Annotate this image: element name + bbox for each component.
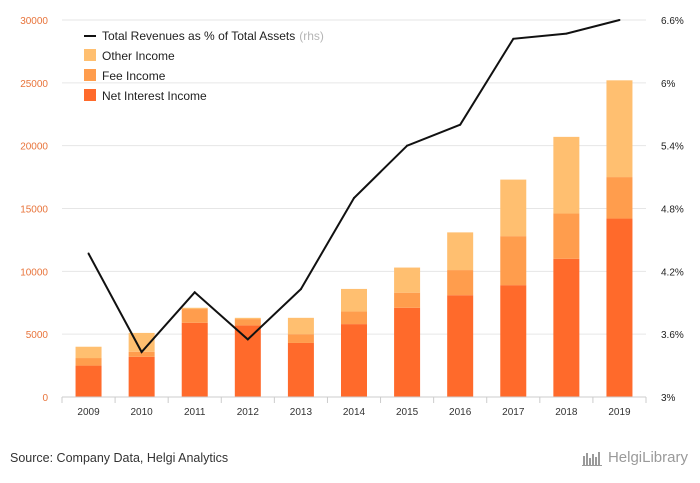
left-tick-label: 15000	[20, 205, 48, 216]
right-tick-label: 3.6%	[661, 330, 684, 341]
left-tick-label: 10000	[20, 267, 48, 278]
bar-fee-income	[500, 236, 527, 286]
bar-net-interest-income	[287, 342, 314, 397]
line-point	[299, 288, 302, 291]
bar-other-income	[234, 317, 261, 320]
x-tick-label: 2018	[555, 407, 578, 418]
bar-other-income	[128, 332, 155, 352]
bar-other-income	[500, 179, 527, 237]
bar-fee-income	[181, 309, 208, 323]
legend-swatch-other-income	[84, 49, 96, 61]
line-point	[406, 144, 409, 147]
bars	[75, 80, 633, 397]
line-point	[140, 350, 143, 353]
source-note: Source: Company Data, Helgi Analytics	[10, 451, 229, 465]
bar-fee-income	[447, 270, 474, 296]
legend-line-suffix: (rhs)	[299, 29, 324, 43]
right-tick-label: 6.6%	[661, 16, 684, 27]
bar-other-income	[181, 307, 208, 310]
x-tick-label: 2012	[237, 407, 260, 418]
line-point	[565, 32, 568, 35]
bar-other-income	[75, 346, 102, 359]
bar-other-income	[606, 80, 633, 178]
left-tick-label: 0	[42, 393, 48, 404]
x-tick-label: 2010	[131, 407, 154, 418]
bar-net-interest-income	[75, 365, 102, 397]
bar-other-income	[287, 317, 314, 335]
line-point	[459, 123, 462, 126]
bar-net-interest-income	[500, 285, 527, 397]
x-tick-label: 2011	[184, 407, 206, 418]
x-tick-label: 2019	[608, 407, 631, 418]
line-point	[512, 37, 515, 40]
bar-other-income	[553, 136, 580, 214]
right-tick-label: 4.8%	[661, 205, 684, 216]
legend-line-label: Total Revenues as % of Total Assets (rhs)	[102, 29, 324, 43]
grid-lines	[62, 19, 646, 335]
bar-other-income	[447, 232, 474, 271]
line-point	[246, 338, 249, 341]
bar-fee-income	[606, 177, 633, 219]
right-tick-label: 4.2%	[661, 267, 684, 278]
line-point	[87, 252, 90, 255]
left-tick-label: 5000	[26, 330, 49, 341]
bar-fee-income	[341, 311, 367, 325]
legend-swatch-fee-income	[84, 69, 96, 81]
x-tick-label: 2017	[502, 407, 525, 418]
brand-name: HelgiLibrary	[607, 449, 688, 466]
x-tick-label: 2015	[396, 407, 419, 418]
bar-fee-income	[75, 358, 102, 366]
x-tick-label: 2016	[449, 407, 472, 418]
line-point	[353, 197, 355, 200]
legend-label-other-income: Other Income	[102, 49, 175, 63]
legend: Total Revenues as % of Total Assets (rhs)…	[84, 29, 324, 103]
bar-net-interest-income	[553, 258, 580, 397]
bar-net-interest-income	[181, 322, 208, 397]
right-tick-label: 3%	[661, 393, 676, 404]
bar-net-interest-income	[128, 356, 155, 397]
bar-fee-income	[287, 334, 314, 343]
x-tick-label: 2009	[77, 407, 100, 418]
bar-net-interest-income	[234, 325, 261, 397]
line-series	[87, 19, 621, 354]
left-tick-label: 25000	[20, 79, 48, 90]
bar-net-interest-income	[394, 307, 421, 397]
bar-other-income	[394, 267, 421, 293]
bar-fee-income	[128, 351, 155, 357]
bar-fee-income	[394, 292, 421, 308]
x-tick-label: 2013	[290, 407, 313, 418]
legend-swatch-net-interest-income	[84, 89, 96, 101]
left-axis: 0 5000 10000 15000 20000 25000 30000	[20, 16, 48, 404]
bar-net-interest-income	[606, 218, 633, 397]
x-tick-label: 2014	[343, 407, 366, 418]
right-tick-label: 5.4%	[661, 142, 684, 153]
bar-fee-income	[234, 319, 261, 326]
legend-label-net-interest-income: Net Interest Income	[102, 89, 207, 103]
x-axis: 2009 2010 2011 2012 2013 2014 2015 2016 2017 2018…	[61, 396, 647, 418]
right-axis: 3% 3.6% 4.2% 4.8% 5.4% 6% 6.6%	[661, 16, 684, 404]
bar-net-interest-income	[341, 324, 367, 397]
left-tick-label: 20000	[20, 142, 48, 153]
chart: 0 5000 10000 15000 20000 25000 30000 3% 3.6% 4.2…	[20, 16, 684, 418]
line-point	[618, 19, 621, 21]
left-tick-label: 30000	[20, 16, 48, 27]
bar-net-interest-income	[447, 295, 474, 397]
bar-other-income	[341, 288, 367, 312]
right-tick-label: 6%	[661, 79, 676, 90]
bar-fee-income	[553, 213, 580, 259]
legend-line-name: Total Revenues as % of Total Assets	[102, 29, 295, 43]
library-icon	[581, 451, 602, 466]
line-point	[193, 291, 196, 294]
brand-logo: HelgiLibrary	[581, 449, 688, 466]
legend-label-fee-income: Fee Income	[102, 69, 166, 83]
